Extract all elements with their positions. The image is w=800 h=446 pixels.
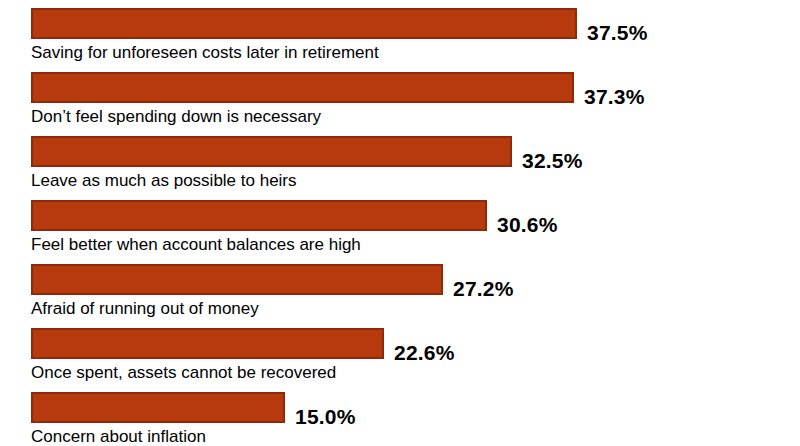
bar-category-label: Feel better when account balances are hi… bbox=[31, 234, 800, 255]
bar-value-label: 27.2% bbox=[453, 278, 514, 299]
bar bbox=[31, 8, 577, 39]
bar-category-label: Leave as much as possible to heirs bbox=[31, 170, 800, 191]
bar-line: 22.6% bbox=[31, 328, 800, 359]
bar-value-label: 22.6% bbox=[394, 342, 455, 363]
bar-value-label: 30.6% bbox=[497, 214, 558, 235]
chart-page: 37.5% Saving for unforeseen costs later … bbox=[0, 0, 800, 446]
bar-value-label: 37.5% bbox=[587, 22, 648, 43]
bar bbox=[31, 328, 384, 359]
chart-row: 27.2% Afraid of running out of money bbox=[31, 264, 800, 328]
bar-chart: 37.5% Saving for unforeseen costs later … bbox=[31, 8, 800, 446]
bar bbox=[31, 264, 443, 295]
chart-row: 15.0% Concern about inflation bbox=[31, 392, 800, 446]
bar bbox=[31, 200, 487, 231]
bar-line: 32.5% bbox=[31, 136, 800, 167]
bar bbox=[31, 392, 285, 423]
bar-value-label: 32.5% bbox=[522, 150, 583, 171]
bar bbox=[31, 136, 512, 167]
bar-category-label: Afraid of running out of money bbox=[31, 298, 800, 319]
bar-line: 37.5% bbox=[31, 8, 800, 39]
bar-value-label: 37.3% bbox=[584, 86, 645, 107]
chart-row: 32.5% Leave as much as possible to heirs bbox=[31, 136, 800, 200]
bar-category-label: Saving for unforeseen costs later in ret… bbox=[31, 42, 800, 63]
chart-row: 37.3% Don’t feel spending down is necess… bbox=[31, 72, 800, 136]
bar-category-label: Don’t feel spending down is necessary bbox=[31, 106, 800, 127]
bar-line: 27.2% bbox=[31, 264, 800, 295]
bar bbox=[31, 72, 574, 103]
chart-row: 30.6% Feel better when account balances … bbox=[31, 200, 800, 264]
bar-category-label: Once spent, assets cannot be recovered bbox=[31, 362, 800, 383]
bar-value-label: 15.0% bbox=[295, 406, 356, 427]
bar-line: 37.3% bbox=[31, 72, 800, 103]
chart-row: 37.5% Saving for unforeseen costs later … bbox=[31, 8, 800, 72]
bar-line: 30.6% bbox=[31, 200, 800, 231]
bar-category-label: Concern about inflation bbox=[31, 426, 800, 446]
chart-row: 22.6% Once spent, assets cannot be recov… bbox=[31, 328, 800, 392]
bar-line: 15.0% bbox=[31, 392, 800, 423]
